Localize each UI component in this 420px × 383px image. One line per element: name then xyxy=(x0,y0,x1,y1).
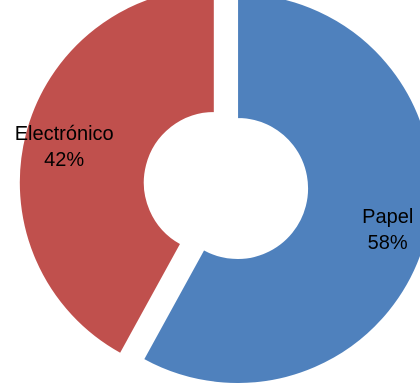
slice-label-value: 42% xyxy=(44,149,84,171)
slice-papel xyxy=(142,0,420,383)
slice-label-value: 58% xyxy=(368,232,408,254)
slice-electronico xyxy=(18,0,215,355)
slice-label: Electrónico 42% xyxy=(15,123,114,171)
slice-label: Papel 58% xyxy=(362,206,413,254)
slices-group xyxy=(18,0,420,383)
labels-group: Papel 58% Electrónico 42% xyxy=(15,123,414,254)
slice-label-name: Electrónico xyxy=(15,123,114,145)
slice-label-name: Papel xyxy=(362,206,413,228)
